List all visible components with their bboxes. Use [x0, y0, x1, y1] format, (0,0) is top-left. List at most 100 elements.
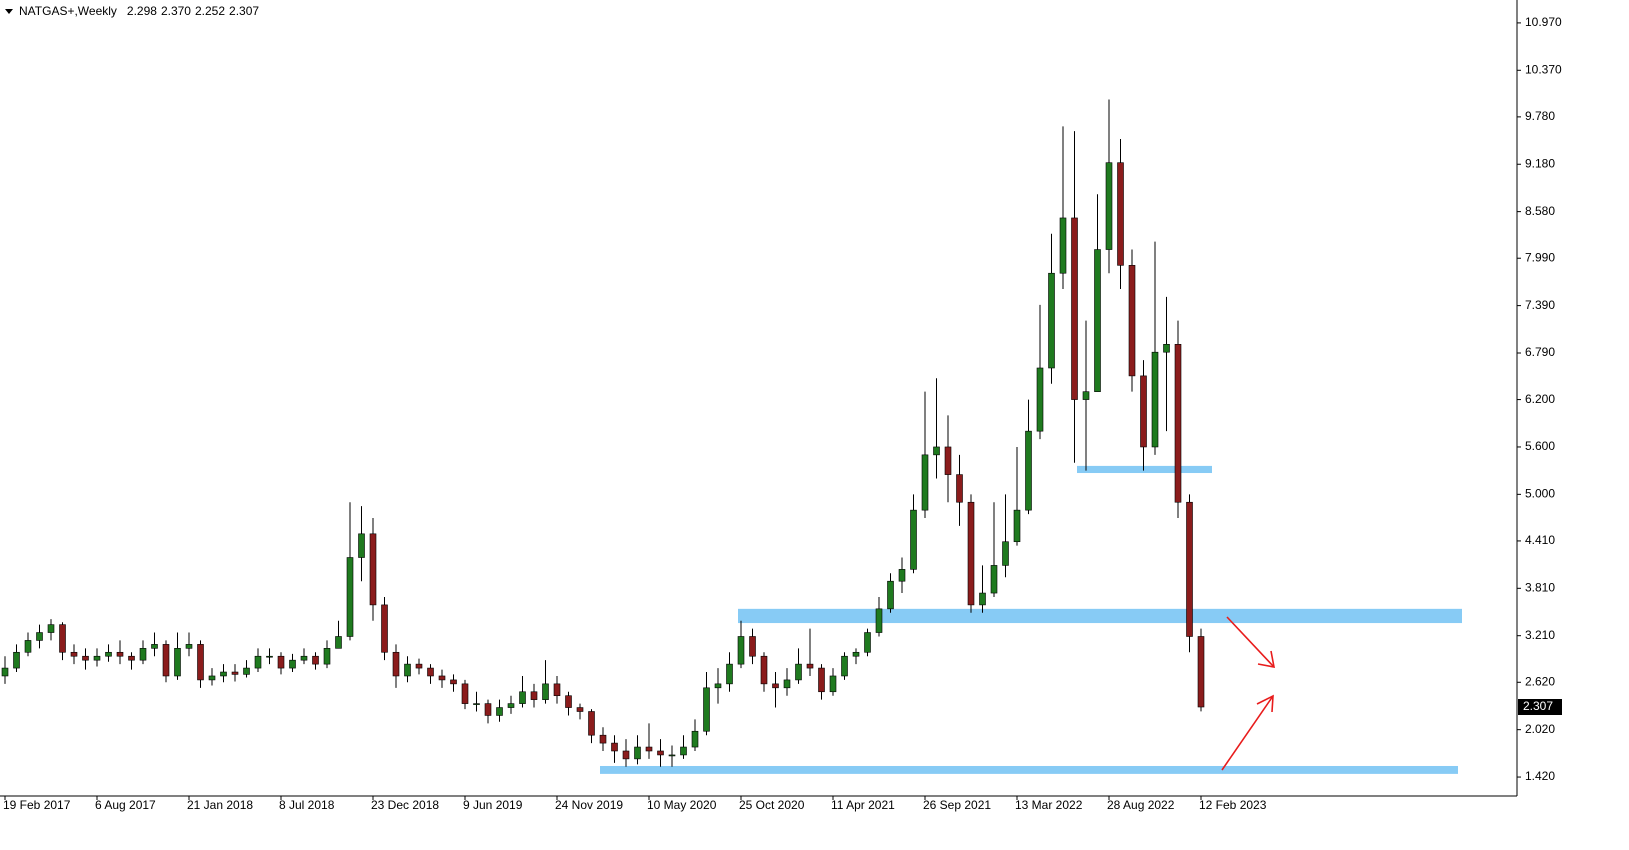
arrow: [1226, 616, 1275, 668]
candle-body: [921, 454, 929, 511]
candle-body: [266, 655, 273, 658]
y-tick-label: 7.390: [1525, 298, 1555, 312]
candle-body: [392, 651, 400, 677]
quote-value: 2.370: [161, 4, 191, 18]
candle-body: [369, 533, 377, 606]
price-label-box: [1518, 699, 1562, 716]
x-tick-label: 25 Oct 2020: [739, 798, 805, 812]
candle-body: [473, 703, 480, 705]
candle-body: [1002, 541, 1009, 566]
y-tick-label: 5.000: [1525, 487, 1555, 501]
candle-body: [1082, 391, 1090, 400]
candle-body: [887, 580, 894, 610]
candle-body: [611, 742, 618, 752]
candle-body: [1151, 351, 1159, 448]
candle-body: [300, 655, 308, 661]
candle-body: [289, 659, 296, 669]
candle-body: [1094, 249, 1101, 392]
candle-body: [875, 608, 883, 633]
x-tick-label: 24 Nov 2019: [555, 798, 623, 812]
candle-body: [1117, 162, 1124, 266]
candle-body: [1036, 367, 1044, 432]
candle-body: [806, 663, 814, 669]
candle-body: [450, 679, 457, 685]
candle-body: [1059, 217, 1067, 274]
candle-body: [323, 648, 331, 665]
candle-body: [956, 474, 963, 503]
candle-body: [542, 683, 549, 700]
arrow-head: [1256, 694, 1274, 713]
x-tick-label: 8 Jul 2018: [279, 798, 335, 812]
candle-body: [1186, 501, 1193, 637]
x-tick-label: 11 Apr 2021: [831, 798, 895, 812]
y-tick-label: 3.810: [1525, 580, 1555, 594]
candle-body: [70, 651, 78, 657]
y-tick-label: 8.580: [1525, 204, 1555, 218]
support-zone: [1077, 465, 1212, 474]
candle-body: [162, 644, 170, 677]
quote-value: 2.298: [127, 4, 157, 18]
y-tick-label: 3.210: [1525, 628, 1555, 642]
candle-body: [1, 667, 9, 677]
candle-body: [496, 707, 503, 716]
candle-body: [772, 683, 779, 689]
candle-body: [381, 604, 388, 653]
candle-body: [783, 679, 791, 689]
plot-area: [1, 99, 1462, 774]
candle-body: [36, 632, 43, 641]
candle-body: [151, 644, 158, 649]
x-tick-label: 10 May 2020: [647, 798, 717, 812]
support-zone: [738, 608, 1462, 624]
candle-body: [312, 655, 319, 665]
candle-body: [898, 569, 906, 582]
chart-header: NATGAS+,Weekly 2.298 2.370 2.252 2.307: [19, 4, 259, 18]
candle-body: [599, 734, 607, 744]
candle-body: [116, 651, 124, 657]
arrow-head: [1257, 650, 1276, 669]
candle-body: [737, 636, 745, 665]
candle-body: [404, 663, 411, 677]
candle-body: [818, 667, 825, 693]
candle-body: [197, 644, 204, 681]
candle-body: [967, 501, 975, 606]
y-tick-label: 9.180: [1525, 156, 1555, 170]
candle-body: [277, 655, 285, 669]
y-tick-label: 2.020: [1525, 722, 1555, 736]
y-tick-label: 1.420: [1525, 769, 1555, 783]
candle-body: [841, 655, 848, 677]
y-tick-label: 6.790: [1525, 345, 1555, 359]
candle-body: [1013, 509, 1021, 543]
candle-body: [461, 683, 469, 704]
candle-body: [231, 671, 239, 675]
price-label: 2.307: [1523, 699, 1553, 713]
candle-body: [484, 703, 492, 716]
x-tick-label: 26 Sep 2021: [923, 798, 991, 812]
candle-body: [852, 651, 860, 657]
candle-body: [749, 636, 756, 657]
candle-body: [703, 687, 710, 732]
candle-body: [1071, 217, 1078, 400]
candle-body: [979, 592, 986, 606]
candle-body: [427, 667, 434, 677]
candle-body: [346, 557, 354, 637]
y-tick-label: 10.970: [1525, 15, 1562, 29]
menu-triangle[interactable]: [5, 9, 13, 14]
candle-body: [185, 644, 193, 649]
candle-body: [59, 624, 66, 653]
candle-body: [243, 667, 250, 675]
candle-body: [990, 565, 998, 594]
candle-body: [933, 446, 940, 456]
candle-body: [1105, 162, 1113, 250]
quote-value: 2.307: [229, 4, 259, 18]
y-tick-label: 10.370: [1525, 62, 1562, 76]
candle-body: [668, 754, 676, 757]
candle-body: [576, 707, 584, 712]
y-tick-label: 7.990: [1525, 250, 1555, 264]
support-zone: [600, 765, 1458, 774]
candle-body: [864, 632, 871, 653]
x-tick-label: 9 Jun 2019: [463, 798, 523, 812]
x-tick-label: 23 Dec 2018: [371, 798, 439, 812]
candle-body: [1140, 375, 1147, 448]
